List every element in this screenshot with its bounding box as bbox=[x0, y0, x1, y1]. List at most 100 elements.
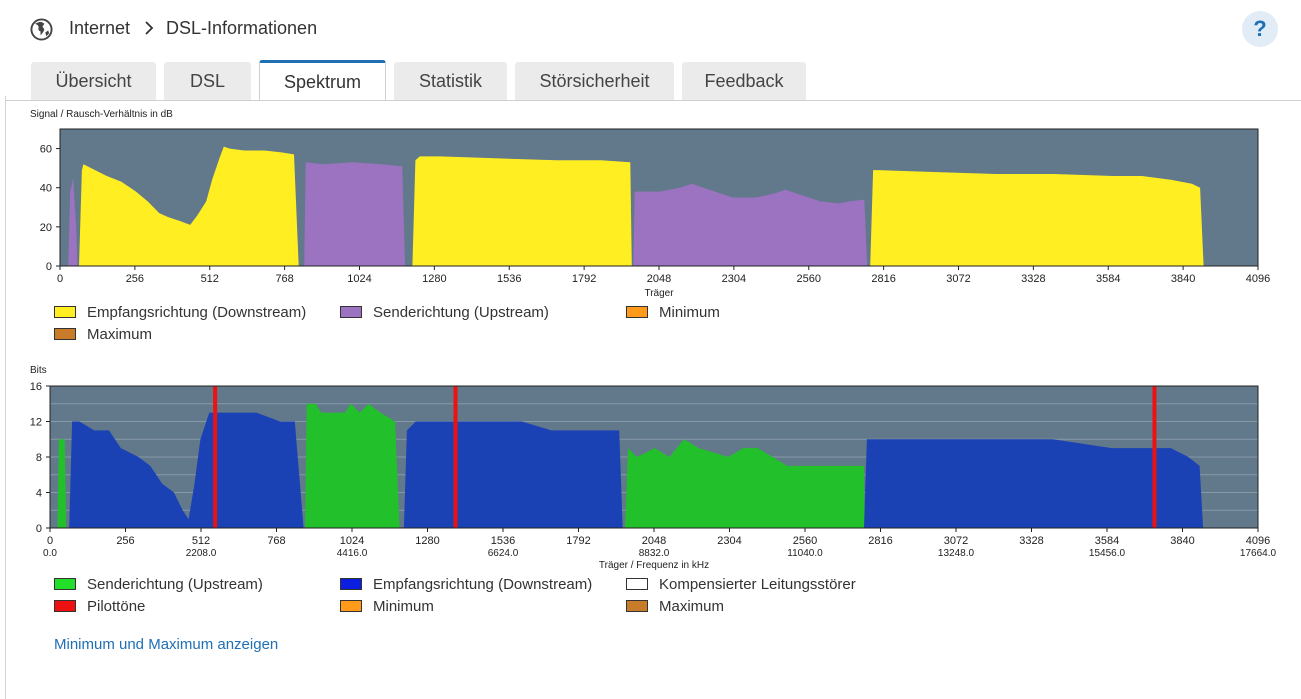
y-tick-label: 8 bbox=[36, 452, 42, 464]
tab-dsl[interactable]: DSL bbox=[164, 62, 251, 100]
legend-label: Empfangsrichtung (Downstream) bbox=[373, 576, 593, 593]
y-tick-label: 12 bbox=[30, 417, 42, 429]
series-area bbox=[305, 403, 400, 528]
breadcrumb-internet[interactable]: Internet bbox=[69, 18, 131, 38]
series-area bbox=[412, 156, 632, 266]
legend-swatch bbox=[54, 306, 76, 318]
legend-swatch bbox=[340, 578, 362, 590]
x-tick-label: 768 bbox=[275, 273, 293, 285]
y-tick-label: 0 bbox=[46, 261, 52, 273]
tab-bar: Übersicht DSL Spektrum Statistik Störsic… bbox=[0, 60, 1301, 101]
frequency-tick-label: 8832.0 bbox=[639, 548, 670, 559]
x-tick-label: 0 bbox=[47, 535, 53, 547]
y-tick-label: 40 bbox=[40, 183, 52, 195]
content-border bbox=[5, 96, 6, 699]
x-axis-label: Träger / Frequenz in kHz bbox=[599, 560, 709, 571]
x-tick-label: 1792 bbox=[566, 535, 590, 547]
tab-stoersicherheit[interactable]: Störsicherheit bbox=[515, 62, 674, 100]
legend-swatch bbox=[54, 600, 76, 612]
tab-statistik[interactable]: Statistik bbox=[394, 62, 507, 100]
legend-label: Kompensierter Leitungsstörer bbox=[659, 576, 856, 593]
x-tick-label: 4096 bbox=[1246, 273, 1270, 285]
y-tick-label: 60 bbox=[40, 144, 52, 156]
x-tick-label: 1536 bbox=[497, 273, 521, 285]
legend-label: Senderichtung (Upstream) bbox=[87, 576, 263, 593]
x-tick-label: 1536 bbox=[491, 535, 515, 547]
show-min-max-link[interactable]: Minimum und Maximum anzeigen bbox=[54, 636, 279, 653]
bits-chart: 0 4 8 12 16 0 256 512 768 1024 1280 1536 1792 2048 230… bbox=[30, 381, 1277, 571]
chart1-title: Signal / Rausch-Verhältnis in dB bbox=[30, 109, 173, 120]
x-tick-label: 1280 bbox=[415, 535, 439, 547]
x-tick-label: 768 bbox=[267, 535, 285, 547]
frequency-tick-label: 6624.0 bbox=[488, 548, 519, 559]
frequency-tick-label: 2208.0 bbox=[186, 548, 217, 559]
help-button[interactable]: ? bbox=[1242, 11, 1278, 47]
legend-label: Minimum bbox=[659, 304, 720, 321]
legend-swatch bbox=[626, 578, 648, 590]
legend-label: Minimum bbox=[373, 598, 434, 615]
frequency-tick-label: 11040.0 bbox=[787, 548, 823, 559]
x-tick-label: 1024 bbox=[347, 273, 371, 285]
series-area bbox=[57, 439, 67, 528]
legend-label: Pilottöne bbox=[87, 598, 146, 615]
x-tick-label: 2048 bbox=[642, 535, 666, 547]
x-tick-label: 2816 bbox=[868, 535, 892, 547]
series-area bbox=[864, 439, 1204, 528]
x-tick-label: 3840 bbox=[1171, 273, 1195, 285]
legend-swatch bbox=[626, 306, 648, 318]
x-axis-label: Träger bbox=[644, 288, 674, 299]
legend-label: Empfangsrichtung (Downstream) bbox=[87, 304, 307, 321]
x-tick-label: 256 bbox=[126, 273, 144, 285]
x-tick-label: 2560 bbox=[797, 273, 821, 285]
legend-swatch bbox=[626, 600, 648, 612]
y-tick-label: 20 bbox=[40, 222, 52, 234]
series-area bbox=[68, 177, 78, 266]
x-tick-label: 3328 bbox=[1019, 535, 1043, 547]
series-area bbox=[633, 183, 868, 266]
legend-swatch bbox=[54, 328, 76, 340]
x-tick-label: 4096 bbox=[1246, 535, 1270, 547]
x-tick-label: 3584 bbox=[1095, 535, 1119, 547]
series-area bbox=[69, 412, 304, 528]
x-tick-label: 3840 bbox=[1170, 535, 1194, 547]
tab-spektrum[interactable]: Spektrum bbox=[259, 60, 386, 101]
legend-swatch bbox=[340, 306, 362, 318]
breadcrumb-dsl-informationen: DSL-Informationen bbox=[166, 18, 318, 38]
x-tick-label: 3328 bbox=[1021, 273, 1045, 285]
x-tick-label: 1792 bbox=[572, 273, 596, 285]
globe-icon[interactable] bbox=[30, 18, 53, 41]
frequency-tick-label: 15456.0 bbox=[1089, 548, 1126, 559]
x-tick-label: 256 bbox=[116, 535, 134, 547]
tab-uebersicht[interactable]: Übersicht bbox=[31, 62, 156, 100]
x-tick-label: 3072 bbox=[946, 273, 970, 285]
legend-label: Maximum bbox=[87, 326, 153, 343]
x-tick-label: 3584 bbox=[1096, 273, 1120, 285]
series-area bbox=[304, 162, 406, 266]
x-tick-label: 2304 bbox=[717, 535, 741, 547]
y-tick-label: 4 bbox=[36, 488, 42, 500]
legend-label: Maximum bbox=[659, 598, 725, 615]
legend-label: Senderichtung (Upstream) bbox=[373, 304, 549, 321]
chart2-title: Bits bbox=[30, 365, 47, 376]
frequency-tick-label: 17664.0 bbox=[1240, 548, 1277, 559]
x-tick-label: 3072 bbox=[944, 535, 968, 547]
y-tick-label: 0 bbox=[36, 523, 42, 535]
y-tick-label: 16 bbox=[30, 381, 42, 393]
legend-swatch bbox=[54, 578, 76, 590]
series-area bbox=[403, 421, 623, 528]
x-tick-label: 2048 bbox=[647, 273, 671, 285]
series-area bbox=[625, 439, 865, 528]
series-area bbox=[79, 146, 299, 266]
x-tick-label: 512 bbox=[192, 535, 210, 547]
tab-feedback[interactable]: Feedback bbox=[682, 62, 806, 100]
frequency-tick-label: 4416.0 bbox=[337, 548, 368, 559]
legend-swatch bbox=[340, 600, 362, 612]
x-tick-label: 512 bbox=[201, 273, 219, 285]
tab-divider bbox=[6, 100, 1301, 101]
header-bar: Internet DSL-Informationen ? bbox=[0, 0, 1301, 58]
x-tick-label: 2816 bbox=[871, 273, 895, 285]
x-tick-label: 2560 bbox=[793, 535, 817, 547]
x-tick-label: 1280 bbox=[422, 273, 446, 285]
x-tick-label: 2304 bbox=[722, 273, 746, 285]
x-tick-label: 1024 bbox=[340, 535, 364, 547]
